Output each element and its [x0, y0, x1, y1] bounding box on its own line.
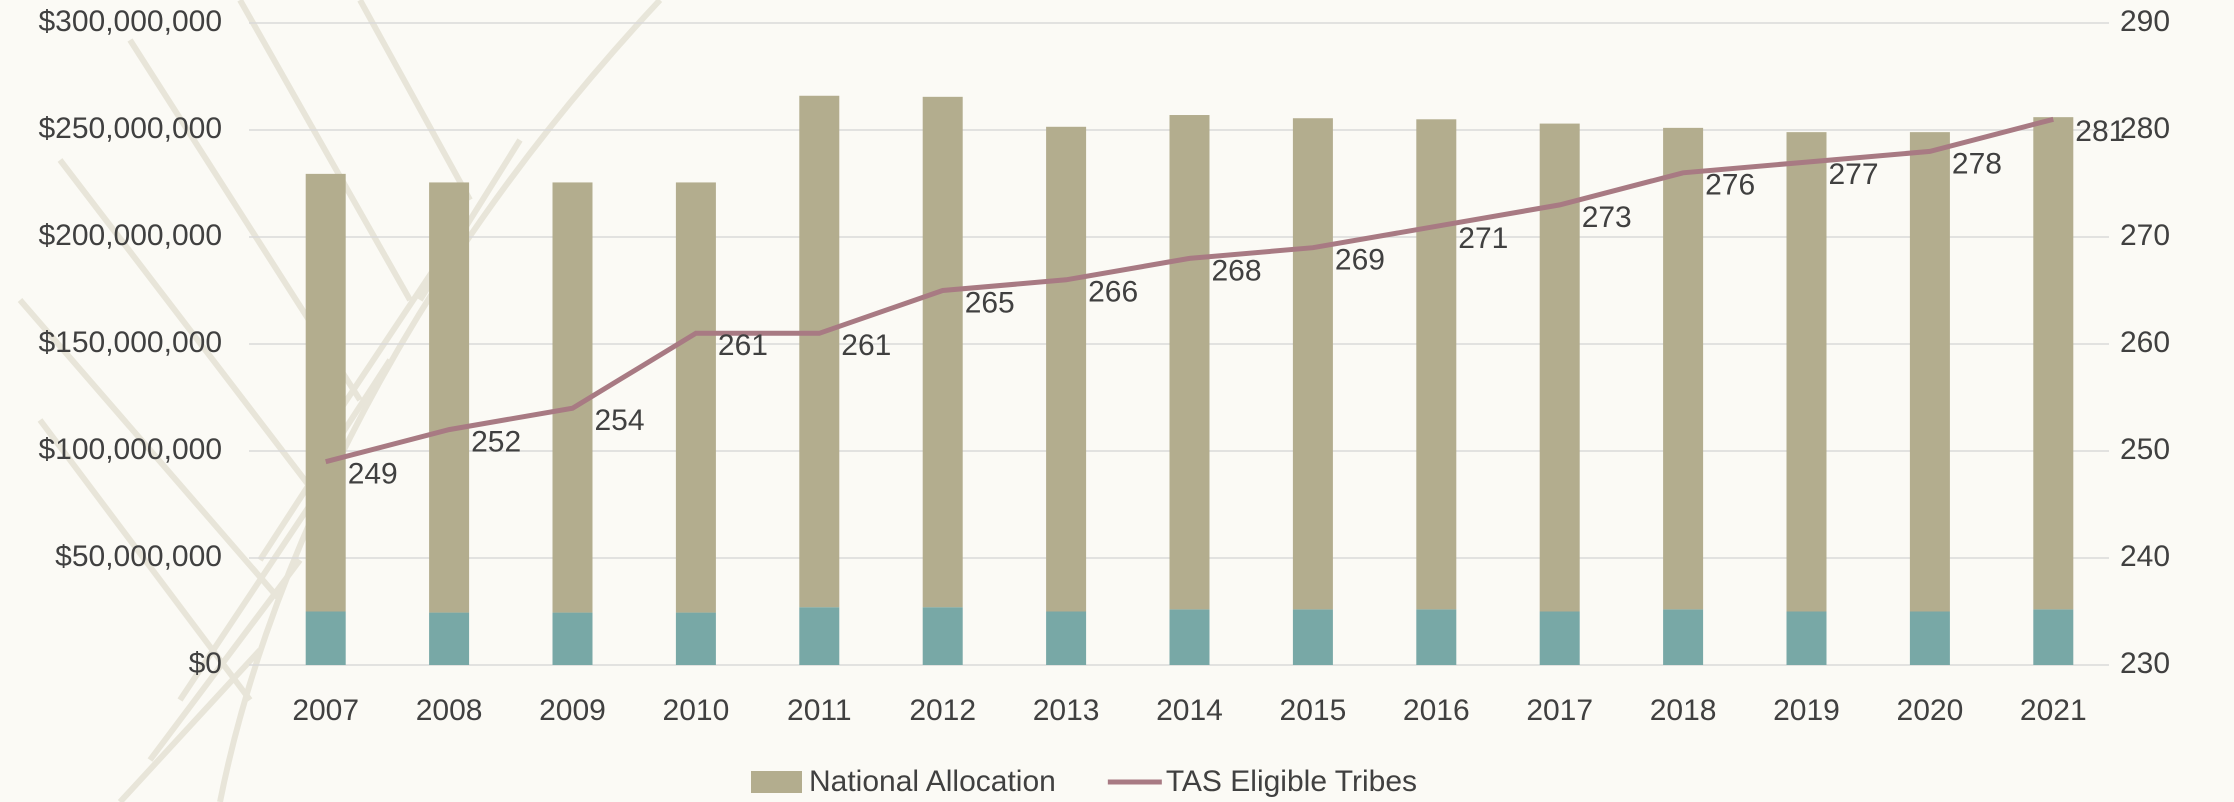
y-tick-label: $50,000,000 [55, 540, 222, 573]
y-tick-label: $0 [189, 647, 222, 680]
data-label: 261 [841, 329, 891, 362]
y2-tick-label: 260 [2120, 326, 2170, 359]
bar [2033, 117, 2073, 609]
bar [1170, 609, 1210, 665]
data-label: 278 [1952, 147, 2002, 180]
bar [923, 97, 963, 607]
x-tick-label: 2011 [787, 694, 852, 727]
y-tick-label: $200,000,000 [38, 219, 222, 252]
bar [676, 182, 716, 612]
bar [1787, 132, 1827, 611]
bar [676, 613, 716, 665]
x-tick-label: 2009 [539, 694, 606, 727]
y2-tick-label: 270 [2120, 219, 2170, 252]
data-label: 276 [1705, 169, 1755, 202]
chart: $0 $50,000,000 $100,000,000 $150,000,000 $20… [0, 0, 2234, 802]
bar [306, 612, 346, 666]
y2-tick-label: 240 [2120, 540, 2170, 573]
bar [1910, 132, 1950, 611]
data-label: 281 [2075, 115, 2125, 148]
bar [1416, 609, 1456, 665]
x-tick-label: 2010 [663, 694, 730, 727]
legend-label: TAS Eligible Tribes [1166, 765, 1417, 798]
bar [1663, 128, 1703, 610]
x-tick-label: 2014 [1156, 694, 1223, 727]
bar [1540, 124, 1580, 612]
x-tick-label: 2012 [909, 694, 976, 727]
x-tick-label: 2020 [1897, 694, 1964, 727]
x-tick-label: 2008 [416, 694, 483, 727]
legend-swatch [751, 771, 802, 793]
bar [429, 613, 469, 665]
bar [1787, 612, 1827, 666]
y-tick-label: $100,000,000 [38, 433, 222, 466]
x-tick-label: 2017 [1526, 694, 1593, 727]
bar [1170, 115, 1210, 609]
legend-label: National Allocation [809, 765, 1056, 798]
y-tick-label: $250,000,000 [38, 112, 222, 145]
data-label: 249 [348, 458, 398, 491]
data-label: 266 [1088, 276, 1138, 309]
data-label: 277 [1829, 158, 1879, 191]
bar [1416, 119, 1456, 609]
x-tick-label: 2013 [1033, 694, 1100, 727]
data-label: 252 [471, 426, 521, 459]
y2-tick-label: 250 [2120, 433, 2170, 466]
bar [1663, 609, 1703, 665]
x-tick-label: 2007 [292, 694, 359, 727]
data-label: 271 [1458, 222, 1508, 255]
data-label: 268 [1212, 254, 1262, 287]
data-label: 265 [965, 286, 1015, 319]
bar [2033, 609, 2073, 665]
x-tick-label: 2016 [1403, 694, 1470, 727]
y-tick-label: $300,000,000 [38, 5, 222, 38]
data-label: 273 [1582, 201, 1632, 234]
x-tick-label: 2015 [1280, 694, 1347, 727]
x-tick-label: 2018 [1650, 694, 1717, 727]
x-tick-label: 2021 [2020, 694, 2087, 727]
y-tick-label: $150,000,000 [38, 326, 222, 359]
y2-tick-label: 230 [2120, 647, 2170, 680]
data-label: 269 [1335, 244, 1385, 277]
bar [1910, 612, 1950, 666]
data-label: 261 [718, 329, 768, 362]
bar [799, 607, 839, 665]
bar [1046, 612, 1086, 666]
bar [553, 613, 593, 665]
bar [799, 96, 839, 607]
bar [1293, 609, 1333, 665]
bar [1293, 118, 1333, 609]
bar [1540, 612, 1580, 666]
bar [306, 174, 346, 612]
x-tick-label: 2019 [1773, 694, 1840, 727]
bar [429, 182, 469, 612]
bar [923, 607, 963, 665]
y2-tick-label: 280 [2120, 112, 2170, 145]
y2-tick-label: 290 [2120, 5, 2170, 38]
bar [1046, 127, 1086, 612]
data-label: 254 [595, 404, 645, 437]
